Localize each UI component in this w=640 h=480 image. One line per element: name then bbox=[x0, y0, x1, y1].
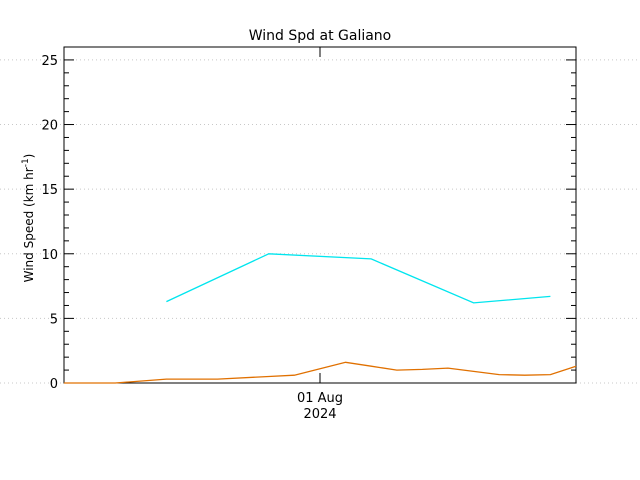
y-tick-label: 5 bbox=[50, 312, 58, 327]
grid-lines bbox=[0, 59, 640, 384]
series-line-1 bbox=[166, 253, 551, 304]
x-tick-label-year: 2024 bbox=[303, 407, 336, 422]
y-axis: 0 5 10 15 20 25 bbox=[41, 46, 576, 392]
chart-title: Wind Spd at Galiano bbox=[249, 28, 392, 44]
series-line-2 bbox=[64, 361, 577, 384]
y-tick-label: 15 bbox=[41, 183, 58, 198]
plot-frame bbox=[63, 46, 577, 384]
y-tick-label: 10 bbox=[41, 248, 58, 263]
y-axis-label-end: ) bbox=[22, 154, 36, 159]
y-tick-label: 20 bbox=[41, 119, 58, 134]
series-lines bbox=[64, 253, 577, 384]
y-tick-label: 0 bbox=[50, 377, 58, 392]
y-axis-label-main: Wind Speed (km hr bbox=[22, 167, 36, 282]
y-axis-label-sup: -1 bbox=[21, 158, 31, 167]
y-axis-label: Wind Speed (km hr-1) bbox=[21, 154, 36, 283]
x-tick-label-date: 01 Aug bbox=[297, 391, 343, 406]
y-tick-label: 25 bbox=[41, 54, 58, 69]
